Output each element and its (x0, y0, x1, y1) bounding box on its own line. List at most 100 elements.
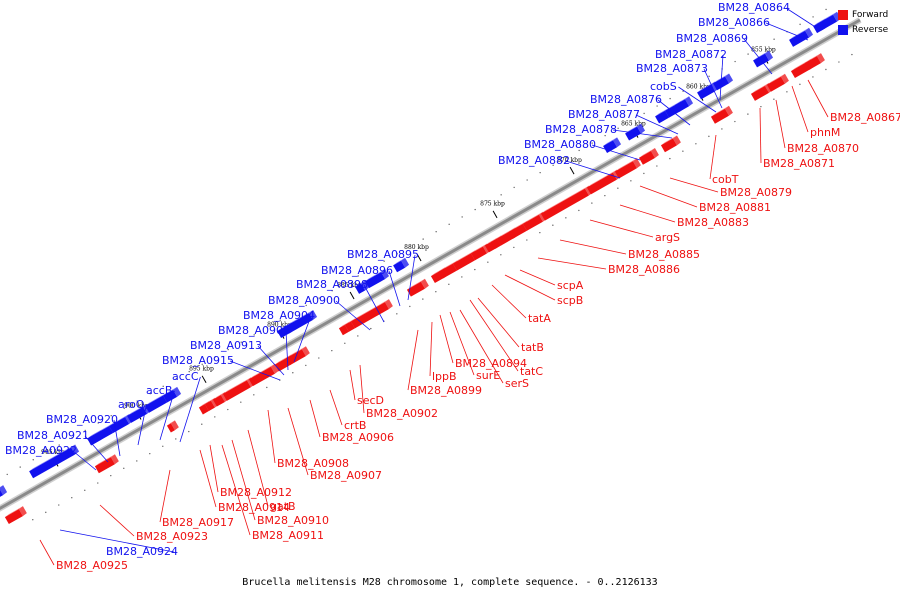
gene-top-face (338, 321, 349, 329)
seq-dot (812, 76, 814, 78)
seq-dot (851, 53, 853, 56)
gene-front-face (496, 230, 515, 246)
gene-top-face (522, 211, 543, 224)
gene-side-face (170, 420, 179, 431)
seq-dot (279, 319, 281, 321)
forward-leader-line (247, 429, 269, 507)
gene-front-face (338, 324, 349, 336)
gene-front-face (344, 321, 355, 332)
gene-top-face (248, 363, 275, 380)
reverse-leader-line (612, 129, 673, 139)
gene-top-face (750, 82, 769, 94)
reverse-gene-label: BM28_A0913 (190, 339, 262, 352)
gene-front-face (212, 395, 225, 407)
gene-front-face (393, 260, 406, 273)
forward-gene-label: BM28_A0883 (677, 216, 749, 229)
seq-dot (318, 297, 320, 299)
forward-gene-label: BM28_A0911 (252, 529, 324, 542)
seq-dot (84, 489, 86, 492)
gene-front-face (470, 246, 487, 261)
label-leader-lines (39, 7, 829, 566)
gene-front-face (248, 366, 275, 387)
forward-gene-label: BM28_A0925 (56, 559, 128, 572)
seq-dot (188, 370, 190, 373)
gene-top-face (350, 299, 389, 322)
seq-dot (695, 83, 697, 85)
forward-leader-line (159, 469, 171, 523)
reverse-gene-label: BM28_A0896 (321, 264, 393, 277)
seq-dot (305, 304, 307, 307)
seq-dot (474, 268, 476, 271)
gene-front-face (586, 172, 617, 195)
forward-gene-label: serS (505, 377, 529, 390)
gene-side-face (420, 278, 429, 289)
reverse-gene-label: accC (172, 370, 199, 383)
forward-leader-line (709, 134, 717, 180)
seq-dot (422, 238, 424, 240)
forward-leader-line (537, 257, 607, 270)
forward-gene-label: BM28_A0908 (277, 457, 349, 470)
seq-dot (110, 415, 112, 417)
gene-side-face (0, 485, 8, 496)
gene-front-face (540, 188, 589, 221)
gene-top-face (753, 50, 770, 61)
forward-gene (660, 135, 681, 153)
seq-dot (422, 298, 424, 300)
reverse-gene-label: aroQ (118, 398, 145, 411)
gene-top-face (710, 105, 729, 117)
forward-leader-line (807, 79, 829, 118)
forward-leader-line (491, 284, 527, 319)
reverse-gene-label: BM28_A0924 (106, 545, 178, 558)
seq-dot (708, 135, 710, 138)
gene-side-face (632, 158, 641, 169)
reverse-gene (713, 73, 734, 91)
seq-dot (19, 466, 21, 468)
reverse-gene (675, 96, 694, 112)
gene-side-face (270, 363, 279, 374)
forward-gene (212, 392, 229, 407)
forward-leader-line (287, 407, 309, 476)
seq-dot (500, 254, 502, 256)
gene-top-face (625, 123, 642, 134)
forward-gene (638, 148, 659, 165)
seq-dot (760, 105, 762, 108)
forward-gene-label: BM28_A0923 (136, 530, 208, 543)
seq-dot (630, 120, 632, 122)
seq-dot (656, 105, 658, 107)
reverse-gene-label: BM28_A0882 (498, 154, 570, 167)
seq-dot (513, 186, 515, 189)
seq-dot (487, 261, 489, 263)
scale-tick-label: 905 kbp (41, 449, 66, 456)
seq-dot (97, 482, 99, 484)
seq-dot (448, 283, 450, 286)
forward-leader-line (477, 297, 520, 348)
gene-top-face (212, 392, 225, 400)
gene-side-face (381, 269, 390, 280)
reverse-gene-label: BM28_A0922 (5, 444, 77, 457)
reverse-gene (625, 123, 646, 141)
gene-top-face (675, 96, 690, 106)
gene-top-face (490, 235, 501, 243)
gene-top-face (438, 260, 457, 272)
seq-dot (253, 334, 255, 336)
reverse-leader-line (657, 99, 691, 126)
gene-top-face (817, 11, 838, 24)
seq-dot (58, 504, 60, 506)
gene-top-face (127, 403, 148, 416)
reverse-gene-label: BM28_A0880 (524, 138, 596, 151)
scale-tick-label: 900 kbp (124, 402, 149, 409)
scale-tick-label: 870 kbp (557, 157, 582, 164)
seq-dot (838, 61, 840, 63)
gene-front-face (166, 423, 175, 433)
seq-dot (643, 172, 645, 175)
forward-gene-label: BM28_A0917 (162, 516, 234, 529)
seq-dot (747, 53, 749, 55)
forward-leader-line (329, 389, 343, 426)
seq-dot (656, 165, 658, 167)
seq-dot (526, 179, 528, 181)
reverse-gene-label: BM28_A0866 (698, 16, 770, 29)
seq-dot (630, 180, 632, 182)
forward-gene-label: BM28_A0899 (410, 384, 482, 397)
gene-front-face (660, 138, 677, 153)
scale-ticks: 855 kbp 860 kbp 865 kbp 870 kbp 875 kbp 880 k… (6, 8, 853, 521)
